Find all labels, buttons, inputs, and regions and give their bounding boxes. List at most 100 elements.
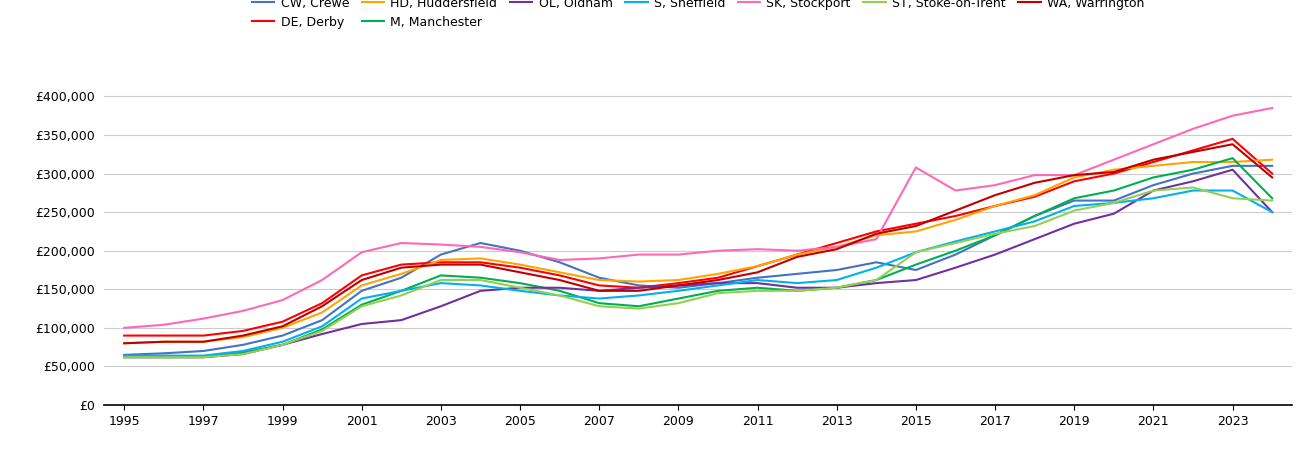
S, Sheffield <box>749 277 765 283</box>
SK, Stockport <box>591 256 607 261</box>
CW, Crewe <box>591 275 607 280</box>
HD, Huddersfield <box>155 339 171 344</box>
OL, Oldham <box>829 285 844 290</box>
ST, Stoke-on-Trent <box>1105 200 1121 206</box>
CW, Crewe <box>275 333 291 338</box>
SK, Stockport <box>315 277 330 283</box>
HD, Huddersfield <box>196 339 211 344</box>
CW, Crewe <box>552 260 568 265</box>
HD, Huddersfield <box>354 283 369 288</box>
HD, Huddersfield <box>393 271 408 277</box>
DE, Derby <box>315 301 330 306</box>
ST, Stoke-on-Trent <box>1027 223 1043 229</box>
M, Manchester <box>1224 155 1240 161</box>
DE, Derby <box>1185 148 1201 153</box>
CW, Crewe <box>1146 182 1161 188</box>
M, Manchester <box>749 285 765 290</box>
DE, Derby <box>393 262 408 267</box>
WA, Warrington <box>868 231 883 236</box>
OL, Oldham <box>1105 211 1121 216</box>
Line: S, Sheffield: S, Sheffield <box>124 190 1272 356</box>
M, Manchester <box>1027 213 1043 219</box>
OL, Oldham <box>591 288 607 293</box>
CW, Crewe <box>1105 198 1121 203</box>
HD, Huddersfield <box>1146 163 1161 169</box>
M, Manchester <box>1105 188 1121 193</box>
WA, Warrington <box>591 288 607 293</box>
DE, Derby <box>1265 171 1280 176</box>
SK, Stockport <box>947 188 963 193</box>
DE, Derby <box>710 275 726 280</box>
ST, Stoke-on-Trent <box>1224 196 1240 201</box>
M, Manchester <box>116 355 132 360</box>
DE, Derby <box>671 280 686 286</box>
ST, Stoke-on-Trent <box>790 288 805 293</box>
HD, Huddersfield <box>988 203 1004 209</box>
HD, Huddersfield <box>632 279 647 284</box>
S, Sheffield <box>1027 219 1043 224</box>
HD, Huddersfield <box>512 262 527 267</box>
CW, Crewe <box>393 275 408 280</box>
ST, Stoke-on-Trent <box>1265 198 1280 203</box>
M, Manchester <box>988 233 1004 238</box>
WA, Warrington <box>552 277 568 283</box>
S, Sheffield <box>908 250 924 255</box>
SK, Stockport <box>1224 113 1240 118</box>
ST, Stoke-on-Trent <box>1066 208 1082 213</box>
SK, Stockport <box>1185 126 1201 131</box>
OL, Oldham <box>632 285 647 290</box>
CW, Crewe <box>235 342 251 347</box>
HD, Huddersfield <box>749 263 765 269</box>
SK, Stockport <box>1027 172 1043 178</box>
WA, Warrington <box>275 324 291 329</box>
ST, Stoke-on-Trent <box>1185 185 1201 190</box>
SK, Stockport <box>868 236 883 242</box>
DE, Derby <box>908 221 924 226</box>
SK, Stockport <box>275 297 291 303</box>
DE, Derby <box>275 319 291 324</box>
Legend: CW, Crewe, DE, Derby, HD, Huddersfield, M, Manchester, OL, Oldham, S, Sheffield,: CW, Crewe, DE, Derby, HD, Huddersfield, … <box>252 0 1144 29</box>
S, Sheffield <box>1066 203 1082 209</box>
ST, Stoke-on-Trent <box>354 304 369 309</box>
WA, Warrington <box>1224 142 1240 147</box>
M, Manchester <box>552 288 568 293</box>
SK, Stockport <box>671 252 686 257</box>
CW, Crewe <box>1027 213 1043 219</box>
HD, Huddersfield <box>552 270 568 275</box>
WA, Warrington <box>472 262 488 267</box>
Line: WA, Warrington: WA, Warrington <box>124 144 1272 343</box>
CW, Crewe <box>749 275 765 280</box>
WA, Warrington <box>1027 180 1043 185</box>
M, Manchester <box>591 301 607 306</box>
S, Sheffield <box>1105 200 1121 206</box>
HD, Huddersfield <box>790 252 805 257</box>
OL, Oldham <box>671 283 686 288</box>
WA, Warrington <box>947 208 963 213</box>
SK, Stockport <box>1146 142 1161 147</box>
WA, Warrington <box>1146 157 1161 162</box>
M, Manchester <box>632 304 647 309</box>
HD, Huddersfield <box>275 325 291 331</box>
S, Sheffield <box>947 239 963 244</box>
Line: M, Manchester: M, Manchester <box>124 158 1272 357</box>
CW, Crewe <box>354 288 369 293</box>
WA, Warrington <box>512 270 527 275</box>
SK, Stockport <box>988 182 1004 188</box>
S, Sheffield <box>1265 209 1280 215</box>
S, Sheffield <box>196 353 211 358</box>
OL, Oldham <box>354 321 369 327</box>
HD, Huddersfield <box>1066 175 1082 180</box>
HD, Huddersfield <box>908 229 924 234</box>
S, Sheffield <box>988 229 1004 234</box>
ST, Stoke-on-Trent <box>632 306 647 311</box>
OL, Oldham <box>196 355 211 360</box>
OL, Oldham <box>1185 179 1201 184</box>
ST, Stoke-on-Trent <box>393 293 408 298</box>
M, Manchester <box>433 273 449 278</box>
HD, Huddersfield <box>829 244 844 250</box>
S, Sheffield <box>155 353 171 358</box>
CW, Crewe <box>1185 171 1201 176</box>
M, Manchester <box>512 280 527 286</box>
DE, Derby <box>591 283 607 288</box>
HD, Huddersfield <box>433 257 449 263</box>
